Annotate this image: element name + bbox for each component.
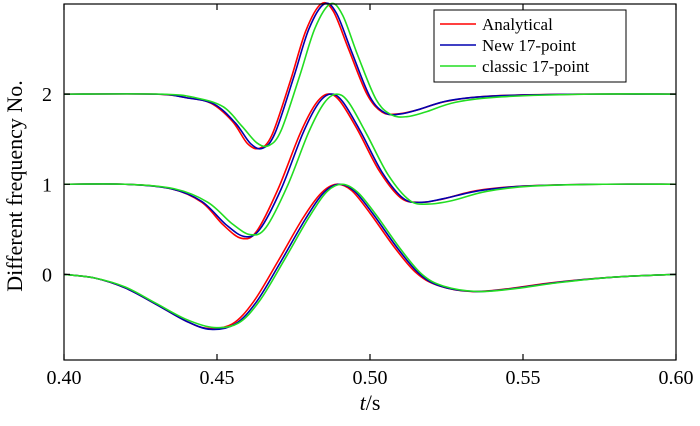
series-line-classic-17-point-offset-1 — [63, 93, 677, 236]
x-tick-label: 0.40 — [47, 367, 82, 389]
x-tick-label: 0.50 — [353, 367, 388, 389]
ticks-layer: 0.40 0.45 0.50 0.55 0.60 0 1 2 — [42, 4, 694, 389]
x-axis-label-variable: t — [360, 390, 367, 415]
series-line-classic-17-point-offset-0 — [63, 183, 677, 329]
x-tick-label: 0.45 — [200, 367, 235, 389]
legend-label-analytical: Analytical — [482, 15, 553, 34]
x-axis-label-unit: /s — [366, 390, 381, 415]
legend-label-classic-17-point: classic 17-point — [482, 57, 589, 76]
y-tick-label: 1 — [42, 174, 52, 196]
x-axis-label: t/s — [360, 390, 381, 415]
y-tick-label: 2 — [42, 84, 52, 106]
series-line-analytical-offset-1 — [63, 93, 677, 240]
series-line-new-17-point-offset-1 — [63, 93, 677, 238]
x-tick-label: 0.55 — [506, 367, 541, 389]
y-tick-label: 0 — [42, 264, 52, 286]
legend-label-new-17-point: New 17-point — [482, 36, 576, 55]
legend-box — [433, 9, 627, 83]
legend: Analytical New 17-point classic 17-point — [433, 9, 627, 83]
y-axis-label: Different frequency No. — [2, 80, 27, 292]
x-tick-label: 0.60 — [659, 367, 694, 389]
